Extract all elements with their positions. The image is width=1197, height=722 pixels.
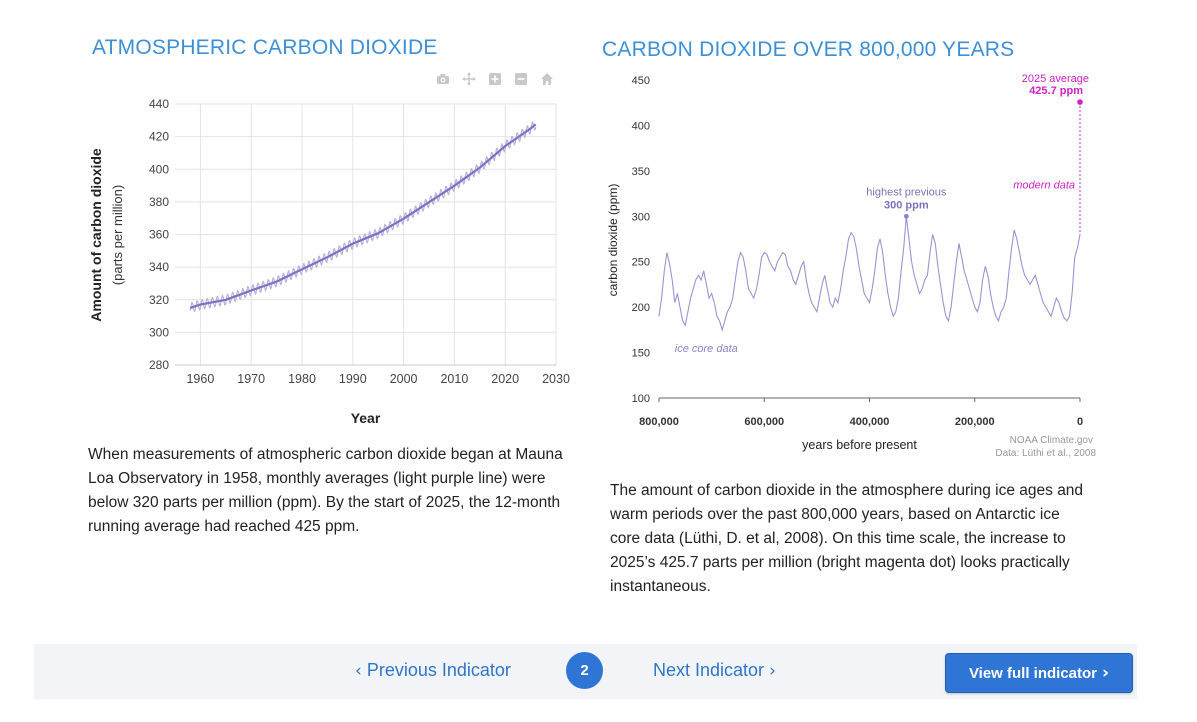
zoom-in-icon[interactable] (488, 72, 502, 86)
y-tick-label: 420 (149, 130, 169, 144)
co2-mauna-loa-chart: 280 300 320 340 360 380 400 420 440 1960 1970 1980 1… (88, 97, 570, 426)
chevron-right-icon: › (769, 661, 776, 681)
zoom-out-icon[interactable] (514, 72, 528, 86)
y-tick-label: 340 (149, 260, 169, 274)
y-tick-label: 400 (632, 120, 650, 132)
x-tick-label: 2020 (491, 372, 519, 386)
y-axis-sublabel: (parts per million) (110, 185, 125, 285)
chevron-left-icon: ‹ (355, 661, 362, 681)
page-number-badge: 2 (566, 652, 603, 689)
y-axis-label: carbon dioxide (ppm) (606, 184, 620, 297)
y-tick-label: 350 (632, 166, 650, 178)
y-tick-label: 380 (149, 195, 169, 209)
running-average-line (189, 123, 537, 309)
y-tick-label: 300 (149, 325, 169, 339)
x-tick-label: 800,000 (639, 416, 679, 428)
y-tick-label: 150 (632, 348, 650, 360)
y-tick-label: 320 (149, 293, 169, 307)
camera-icon[interactable] (436, 72, 450, 86)
y-tick-label: 440 (149, 97, 169, 111)
y-tick-label: 360 (149, 228, 169, 242)
co2-800k-years-chart: 100 150 200 250 300 350 400 450 800,000 600,000 40… (606, 73, 1096, 459)
x-tick-label: 0 (1077, 416, 1083, 428)
view-full-indicator-label: View full indicator (968, 664, 1098, 682)
next-indicator-link[interactable]: Next Indicator › (653, 660, 776, 681)
data-source-line: Data: Lüthi et al., 2008 (995, 448, 1096, 459)
previous-indicator-link[interactable]: ‹ Previous Indicator (355, 660, 511, 681)
highest-previous-label: highest previous (866, 186, 947, 198)
x-tick-label: 400,000 (850, 416, 890, 428)
credit-line: NOAA Climate.gov (1010, 435, 1093, 446)
x-tick-label: 200,000 (955, 416, 995, 428)
next-indicator-label: Next Indicator (653, 660, 765, 680)
x-tick-label: 1980 (288, 372, 316, 386)
y-tick-label: 450 (632, 75, 650, 87)
x-axis-label: Year (351, 410, 381, 426)
ice-core-data-label: ice core data (675, 343, 738, 355)
highest-previous-value: 300 ppm (884, 199, 929, 211)
chart-toolbar (436, 72, 554, 86)
view-full-indicator-button[interactable]: View full indicator › (945, 653, 1133, 693)
y-tick-label: 250 (632, 257, 650, 269)
x-tick-label: 600,000 (744, 416, 784, 428)
chevron-right-icon: › (1102, 663, 1110, 683)
x-tick-label: 1960 (186, 372, 214, 386)
y-tick-label: 400 (149, 162, 169, 176)
previous-indicator-label: Previous Indicator (366, 660, 511, 680)
y-axis-label: Amount of carbon dioxide (88, 148, 104, 322)
modern-average-value: 425.7 ppm (1029, 85, 1083, 97)
left-chart-description: When measurements of atmospheric carbon … (88, 446, 563, 535)
y-tick-label: 200 (632, 302, 650, 314)
modern-data-label: modern data (1013, 179, 1075, 191)
right-chart-title: CARBON DIOXIDE OVER 800,000 YEARS (602, 38, 1015, 61)
y-tick-label: 100 (632, 393, 650, 405)
home-icon[interactable] (540, 72, 554, 86)
right-chart-description: The amount of carbon dioxide in the atmo… (610, 482, 1084, 595)
x-tick-label: 1990 (339, 372, 367, 386)
modern-average-title: 2025 average (1022, 73, 1089, 85)
modern-2025-dot (1077, 99, 1083, 105)
x-axis-label: years before present (802, 438, 917, 452)
x-tick-label: 2030 (542, 372, 570, 386)
x-tick-label: 2010 (440, 372, 468, 386)
ice-core-co2-line (658, 216, 1081, 332)
monthly-average-line (189, 121, 537, 313)
y-tick-label: 280 (149, 358, 169, 372)
y-tick-label: 300 (632, 211, 650, 223)
pan-icon[interactable] (462, 72, 476, 86)
left-chart-title: ATMOSPHERIC CARBON DIOXIDE (92, 36, 438, 59)
x-tick-label: 2000 (390, 372, 418, 386)
x-tick-label: 1970 (237, 372, 265, 386)
highest-previous-dot (903, 213, 909, 219)
